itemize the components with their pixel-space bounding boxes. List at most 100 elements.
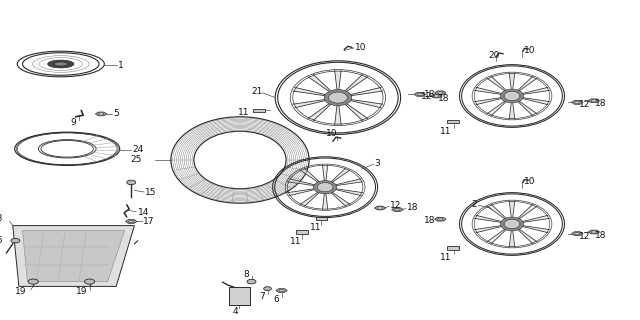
Polygon shape bbox=[308, 104, 331, 121]
Text: 18: 18 bbox=[407, 204, 419, 212]
Text: 24: 24 bbox=[132, 145, 144, 154]
Polygon shape bbox=[474, 87, 501, 94]
Polygon shape bbox=[308, 75, 331, 92]
Text: 1: 1 bbox=[118, 61, 124, 70]
Polygon shape bbox=[293, 87, 325, 96]
Text: 10: 10 bbox=[355, 43, 367, 52]
Polygon shape bbox=[287, 189, 314, 196]
Polygon shape bbox=[345, 104, 368, 121]
Circle shape bbox=[434, 95, 439, 97]
Text: 19: 19 bbox=[15, 287, 27, 296]
Text: 3: 3 bbox=[374, 159, 380, 168]
Polygon shape bbox=[351, 87, 383, 96]
Polygon shape bbox=[487, 101, 506, 116]
Ellipse shape bbox=[314, 180, 337, 194]
Polygon shape bbox=[588, 99, 600, 103]
Polygon shape bbox=[95, 112, 107, 116]
Circle shape bbox=[575, 101, 580, 104]
Polygon shape bbox=[518, 76, 537, 91]
Text: 18: 18 bbox=[424, 216, 436, 225]
Polygon shape bbox=[332, 192, 350, 206]
Text: 20: 20 bbox=[488, 51, 500, 60]
Text: 11: 11 bbox=[310, 223, 321, 232]
Circle shape bbox=[84, 279, 95, 284]
Polygon shape bbox=[487, 76, 506, 91]
Text: 18: 18 bbox=[438, 94, 449, 103]
Ellipse shape bbox=[317, 183, 333, 192]
Circle shape bbox=[247, 279, 256, 284]
Text: 11: 11 bbox=[238, 108, 250, 117]
Bar bbox=[253, 109, 265, 112]
Text: 25: 25 bbox=[131, 156, 142, 164]
Circle shape bbox=[99, 113, 104, 115]
Polygon shape bbox=[276, 289, 287, 292]
Circle shape bbox=[591, 231, 596, 233]
Polygon shape bbox=[518, 229, 537, 244]
Polygon shape bbox=[293, 100, 325, 108]
Polygon shape bbox=[335, 70, 341, 90]
Ellipse shape bbox=[504, 91, 520, 101]
Polygon shape bbox=[474, 215, 501, 222]
Polygon shape bbox=[435, 217, 446, 221]
Text: 5: 5 bbox=[113, 109, 119, 118]
Polygon shape bbox=[523, 87, 550, 94]
Polygon shape bbox=[474, 98, 501, 105]
Polygon shape bbox=[300, 168, 319, 182]
Polygon shape bbox=[509, 231, 515, 247]
Bar bbox=[296, 230, 308, 234]
Circle shape bbox=[438, 218, 443, 220]
Polygon shape bbox=[300, 192, 319, 206]
Polygon shape bbox=[572, 100, 583, 104]
Polygon shape bbox=[336, 189, 363, 196]
Text: 11: 11 bbox=[440, 127, 451, 136]
Polygon shape bbox=[323, 194, 328, 210]
Circle shape bbox=[28, 279, 38, 284]
Circle shape bbox=[11, 238, 20, 243]
Polygon shape bbox=[509, 103, 515, 119]
Text: 19: 19 bbox=[76, 287, 88, 296]
Circle shape bbox=[591, 100, 596, 102]
Circle shape bbox=[438, 92, 443, 94]
Polygon shape bbox=[431, 94, 442, 98]
Polygon shape bbox=[323, 165, 328, 180]
Text: 10: 10 bbox=[524, 46, 536, 55]
Text: 18: 18 bbox=[595, 99, 607, 108]
Bar bbox=[447, 120, 459, 123]
Ellipse shape bbox=[48, 60, 74, 68]
Polygon shape bbox=[509, 201, 515, 217]
Circle shape bbox=[264, 287, 271, 291]
Text: 4: 4 bbox=[233, 307, 238, 316]
Polygon shape bbox=[336, 179, 363, 186]
Polygon shape bbox=[487, 204, 506, 219]
Text: 18: 18 bbox=[595, 231, 607, 240]
Text: 11: 11 bbox=[440, 253, 451, 262]
Text: 12: 12 bbox=[579, 100, 590, 109]
Polygon shape bbox=[374, 206, 386, 210]
Polygon shape bbox=[518, 101, 537, 116]
Bar bbox=[316, 217, 327, 220]
Text: 12: 12 bbox=[390, 201, 402, 210]
Circle shape bbox=[378, 207, 383, 209]
Circle shape bbox=[129, 220, 134, 223]
Text: 16: 16 bbox=[0, 236, 3, 245]
Circle shape bbox=[279, 289, 284, 292]
Polygon shape bbox=[523, 226, 550, 233]
Polygon shape bbox=[392, 208, 403, 212]
Polygon shape bbox=[588, 230, 600, 234]
Polygon shape bbox=[287, 179, 314, 186]
Polygon shape bbox=[572, 232, 583, 236]
Ellipse shape bbox=[500, 89, 524, 103]
Text: 14: 14 bbox=[138, 208, 149, 217]
Circle shape bbox=[417, 93, 422, 96]
Text: 17: 17 bbox=[143, 217, 155, 226]
Text: 6: 6 bbox=[274, 295, 279, 304]
Polygon shape bbox=[351, 100, 383, 108]
Text: 2: 2 bbox=[472, 200, 477, 209]
Polygon shape bbox=[13, 226, 134, 286]
Text: 13: 13 bbox=[0, 214, 4, 223]
Polygon shape bbox=[509, 73, 515, 89]
Circle shape bbox=[575, 232, 580, 235]
Text: 8: 8 bbox=[244, 270, 249, 279]
Polygon shape bbox=[414, 92, 426, 96]
Polygon shape bbox=[523, 215, 550, 222]
